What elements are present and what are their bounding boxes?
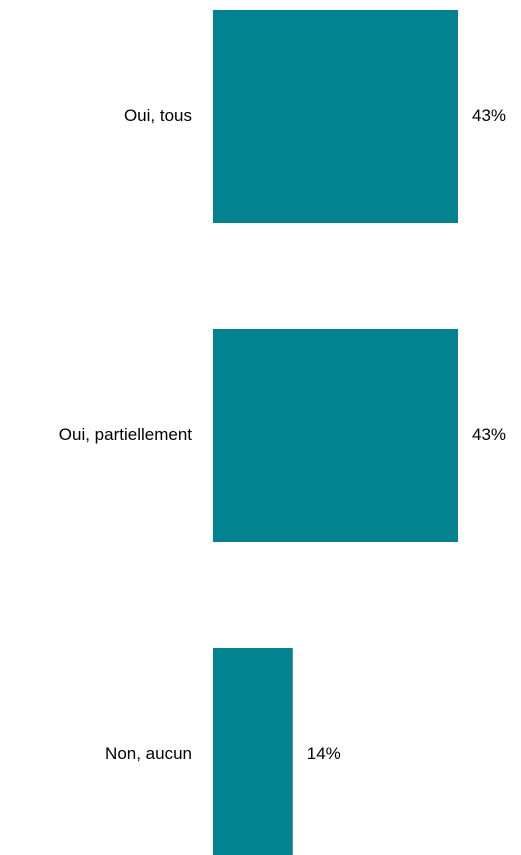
value-label-0: 43% [472,106,506,125]
value-label-2: 14% [307,744,341,763]
category-label-2: Non, aucun [105,744,192,763]
bar-1 [213,329,458,542]
bar-0 [213,10,458,223]
value-label-1: 43% [472,425,506,444]
category-label-1: Oui, partiellement [59,425,193,444]
bars-group [213,10,458,855]
bar-2 [213,648,293,855]
value-labels-group: 43% 43% 14% [307,106,506,763]
category-label-0: Oui, tous [124,106,192,125]
category-labels-group: Oui, tous Oui, partiellement Non, aucun [59,106,193,763]
